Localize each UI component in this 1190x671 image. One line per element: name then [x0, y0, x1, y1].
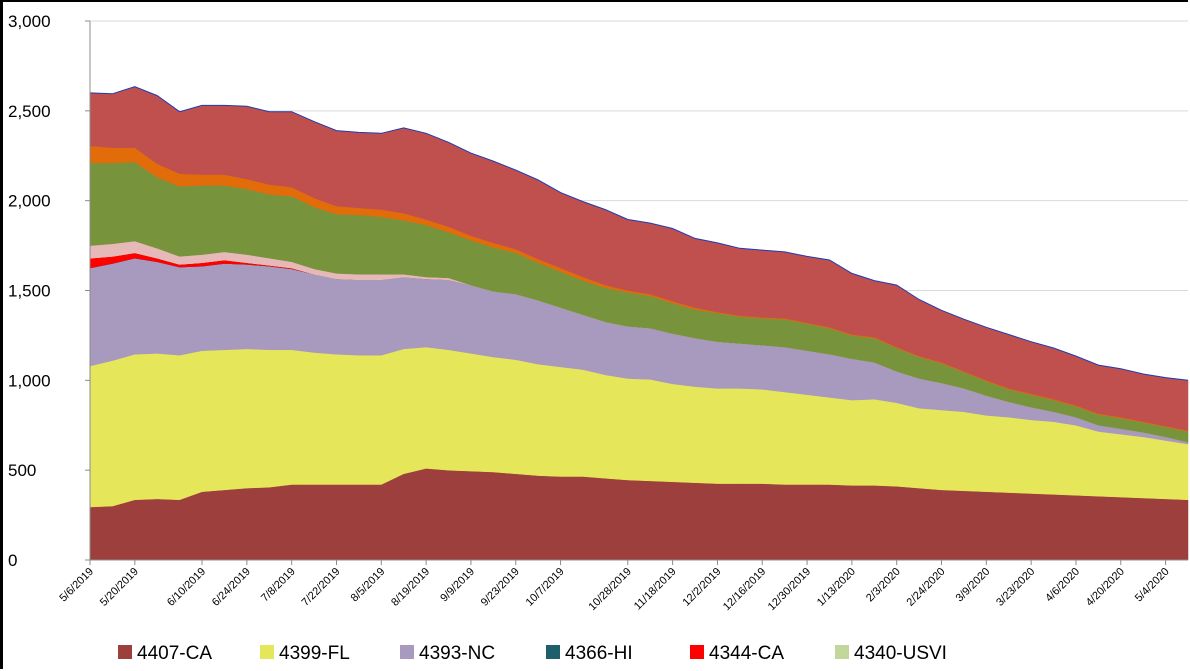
legend: 4407-CA 4399-FL 4393-NC 4366-HI 4344-CA 4340-… [118, 643, 947, 664]
x-tick-label: 4/20/2020 [1084, 566, 1127, 609]
legend-label: 4399-FL [279, 643, 350, 664]
legend-item-4393-NC: 4393-NC [400, 643, 495, 664]
legend-item-4344-CA: 4344-CA [690, 643, 784, 664]
x-tick-label: 6/24/2019 [210, 566, 253, 609]
x-tick-label: 1/13/2020 [815, 566, 858, 609]
legend-swatch [260, 645, 274, 659]
x-tick-label: 5/4/2020 [1133, 566, 1172, 605]
legend-swatch [118, 645, 132, 659]
total-outline [89, 86, 1189, 381]
x-tick-label: 2/24/2020 [905, 566, 948, 609]
y-axis-tick-labels: 0 500 1,000 1,500 2,000 2,500 3,000 [8, 12, 51, 570]
legend-swatch [546, 645, 560, 659]
x-tick-label: 6/10/2019 [165, 566, 208, 609]
y-tick-label: 1,500 [8, 282, 51, 301]
legend-label: 4366-HI [565, 643, 633, 664]
x-tick-label: 5/20/2019 [98, 566, 141, 609]
legend-label: 4340-USVI [854, 643, 947, 664]
legend-swatch [400, 645, 414, 659]
x-tick-label: 7/22/2019 [300, 566, 343, 609]
y-tick-label: 3,000 [8, 12, 51, 31]
y-tick-label: 2,000 [8, 192, 51, 211]
legend-item-4407-CA: 4407-CA [118, 643, 212, 664]
legend-item-4340-USVI: 4340-USVI [835, 643, 947, 664]
legend-label: 4344-CA [709, 643, 784, 664]
x-tick-label: 5/6/2019 [57, 566, 96, 605]
x-tick-label: 12/30/2019 [766, 566, 813, 613]
legend-label: 4393-NC [419, 643, 495, 664]
legend-swatch [690, 645, 704, 659]
legend-item-4399-FL: 4399-FL [260, 643, 350, 664]
legend-swatch [835, 645, 849, 659]
legend-item-4366-HI: 4366-HI [546, 643, 633, 664]
x-tick-label: 2/3/2020 [864, 566, 903, 605]
x-tick-label: 7/8/2019 [259, 566, 298, 605]
legend-label: 4407-CA [137, 643, 212, 664]
y-tick-label: 500 [8, 461, 36, 480]
x-tick-label: 8/19/2019 [389, 566, 432, 609]
y-tick-label: 0 [8, 551, 17, 570]
y-tick-label: 2,500 [8, 102, 51, 121]
x-tick-label: 10/7/2019 [524, 566, 567, 609]
axes [85, 20, 1188, 561]
x-tick-label: 4/6/2020 [1043, 566, 1082, 605]
x-tick-label: 10/28/2019 [586, 566, 633, 613]
x-tick-label: 8/5/2019 [349, 566, 388, 605]
x-tick-label: 12/16/2019 [721, 566, 768, 613]
y-tick-label: 1,000 [8, 371, 51, 390]
x-tick-label: 12/2/2019 [680, 566, 723, 609]
x-axis-tick-labels: 5/6/2019 5/20/2019 6/10/2019 6/24/2019 7/8/2… [57, 560, 1172, 613]
series-areas [89, 86, 1189, 561]
x-tick-label: 3/9/2020 [954, 566, 993, 605]
x-tick-label: 9/23/2019 [479, 566, 522, 609]
x-tick-label: 3/23/2020 [994, 566, 1037, 609]
x-tick-label: 11/18/2019 [632, 566, 679, 613]
x-tick-label: 9/9/2019 [438, 566, 477, 605]
